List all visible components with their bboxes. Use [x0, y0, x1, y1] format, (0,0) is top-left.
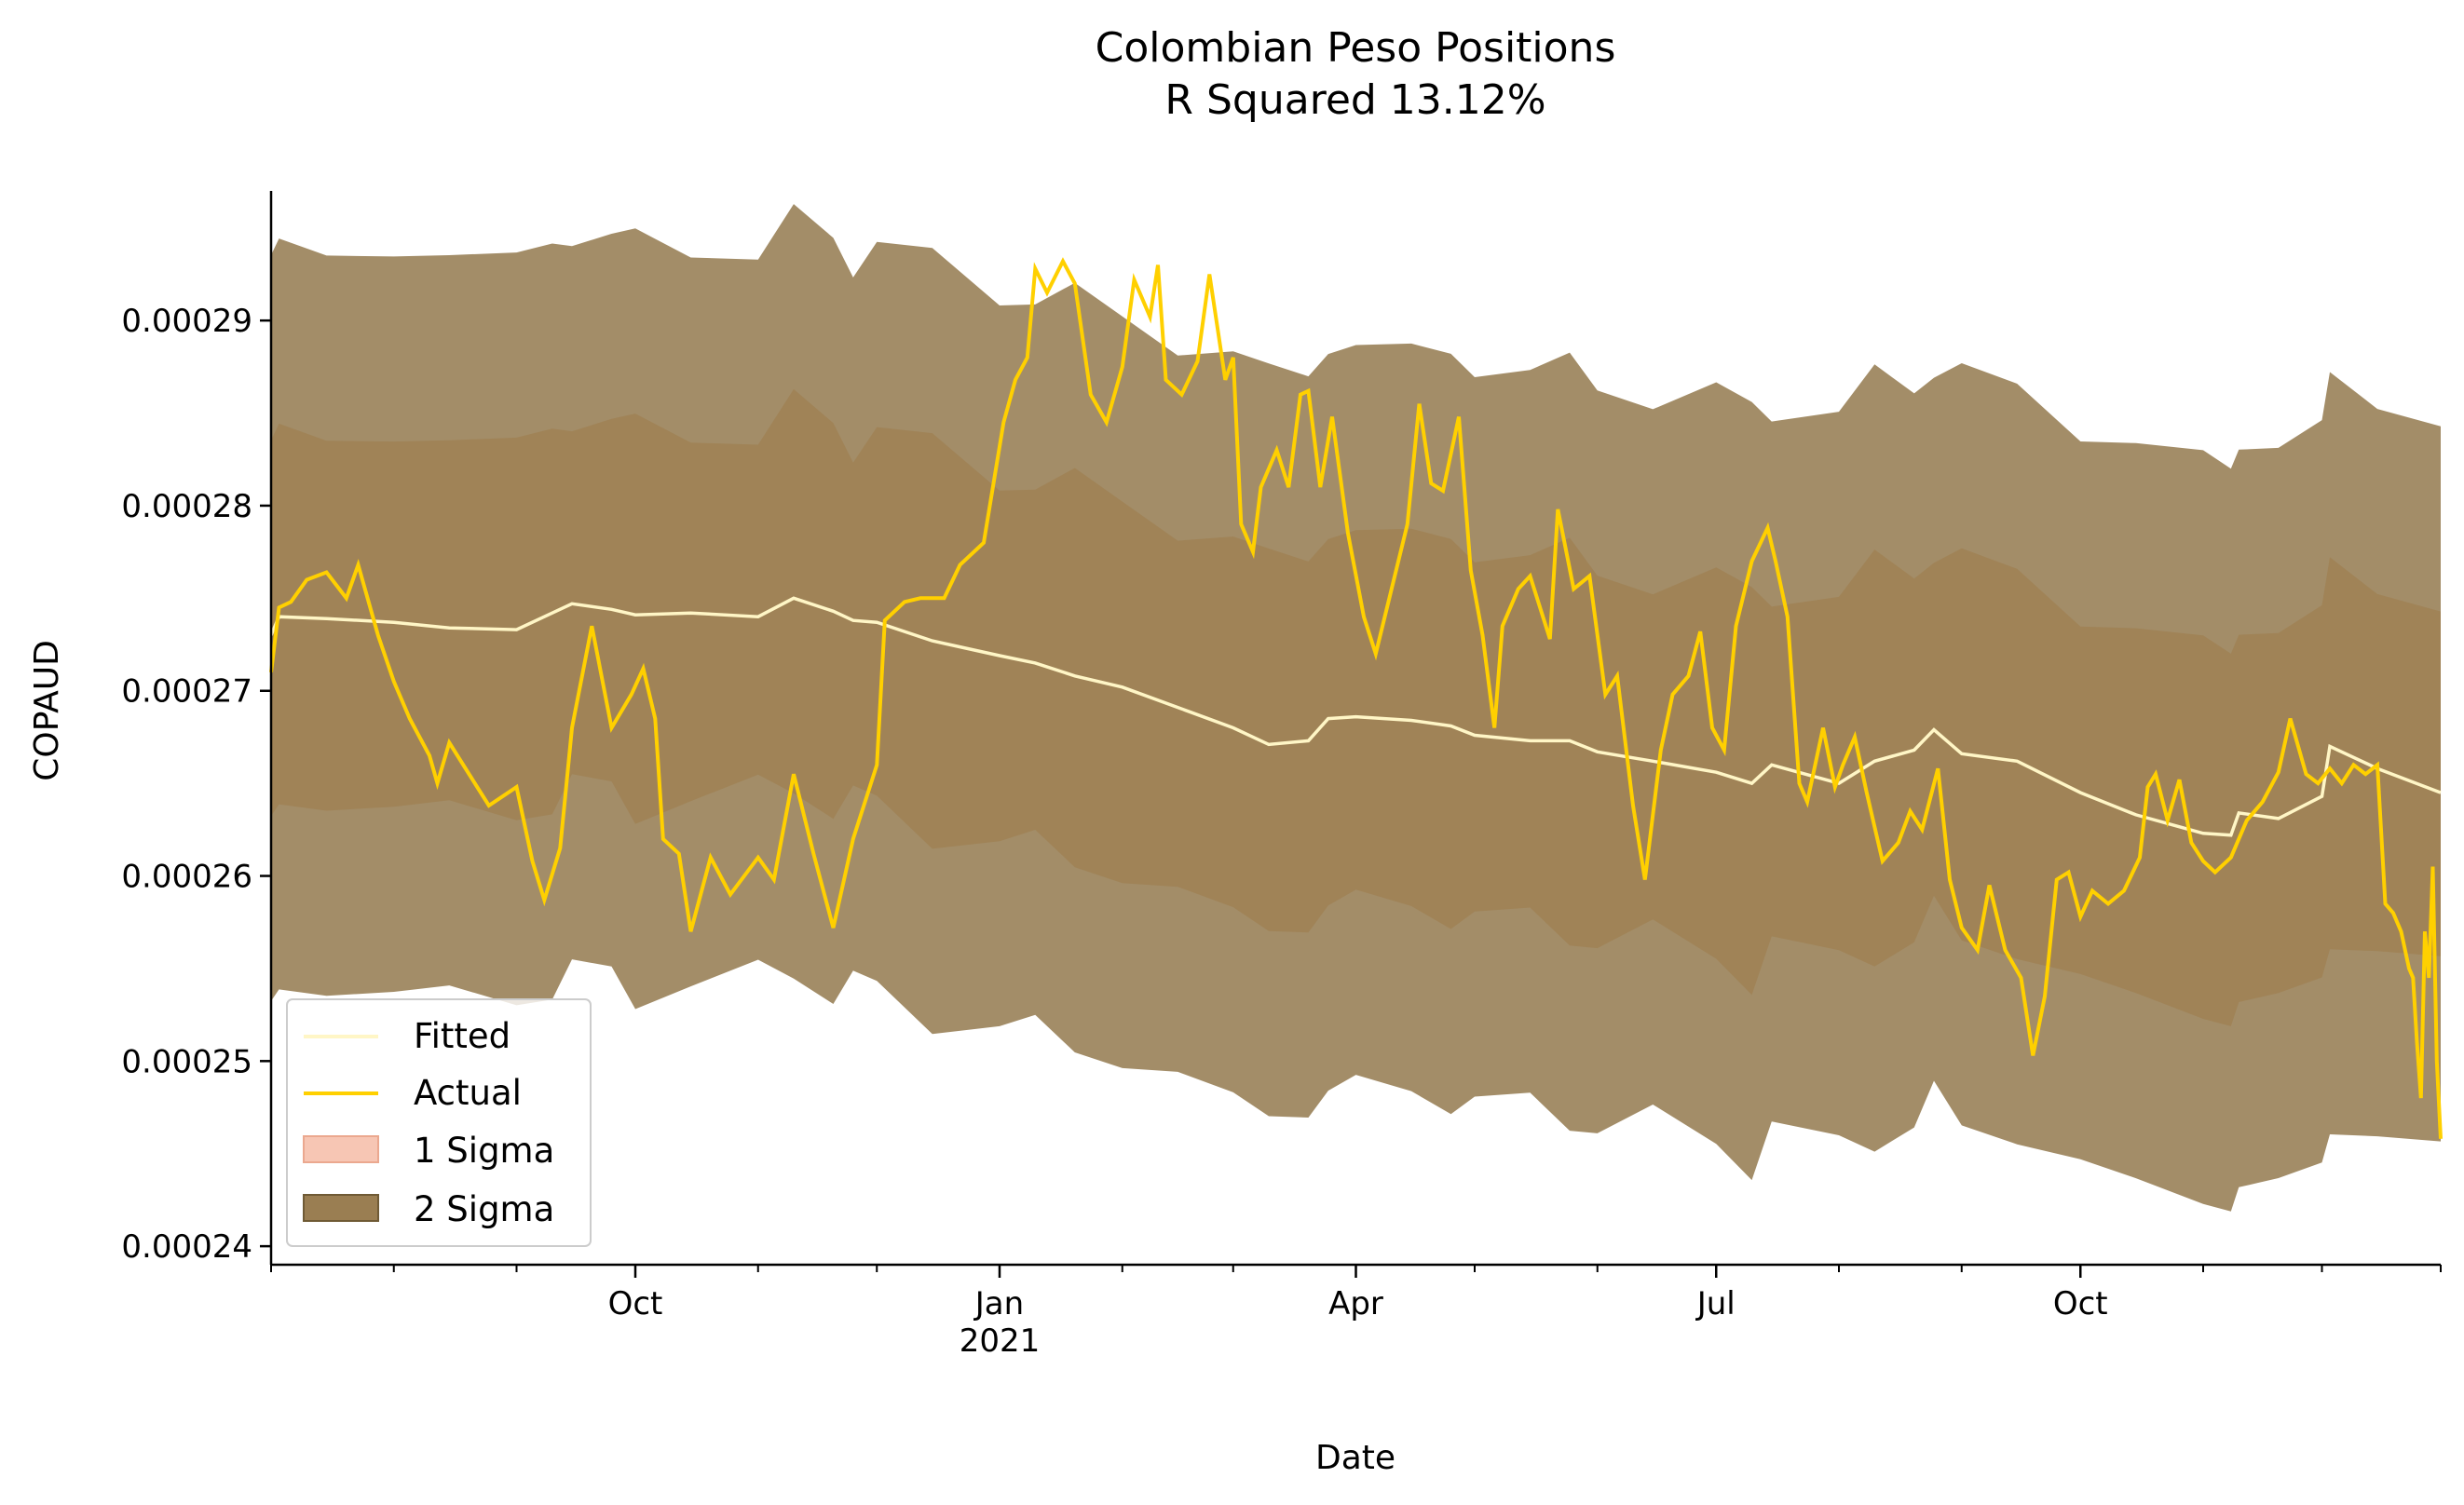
legend-label-fitted: Fitted: [414, 1016, 510, 1056]
legend-swatch-2-sigma: [303, 1194, 379, 1222]
x-tick-label: Apr: [1328, 1285, 1383, 1322]
legend: Fitted Actual 1 Sigma 2 Sigma: [286, 998, 592, 1247]
one-sigma-band: [271, 388, 2441, 1026]
x-axis-label: Date: [1315, 1439, 1395, 1477]
y-tick-label: 0.00029: [121, 303, 252, 340]
x-tick-label: Jul: [1695, 1285, 1736, 1322]
chart-title: Colombian Peso Positions: [1096, 24, 1616, 72]
actual-line: [269, 257, 2443, 1139]
y-tick-label: 0.00028: [121, 488, 252, 525]
legend-swatch-1-sigma: [303, 1135, 379, 1163]
plot-area: [269, 204, 2443, 1212]
y-tick-label: 0.00027: [121, 673, 252, 711]
y-tick-label: 0.00024: [121, 1228, 252, 1266]
fitted-line: [269, 596, 2442, 837]
x-tick-label: Oct: [608, 1285, 663, 1322]
y-axis-ticks: 0.00024 0.00025 0.00026 0.00027 0.00028 0.000…: [121, 303, 271, 1266]
y-tick-label: 0.00025: [121, 1043, 252, 1080]
x-tick-label: Jan: [973, 1285, 1024, 1322]
chart-subtitle: R Squared 13.12%: [1164, 76, 1545, 124]
legend-label-1-sigma: 1 Sigma: [414, 1131, 554, 1171]
legend-label-actual: Actual: [414, 1073, 522, 1113]
legend-frame: [286, 998, 592, 1247]
y-tick-label: 0.00026: [121, 859, 252, 896]
x-tick-year-label: 2021: [960, 1322, 1041, 1360]
x-tick-label: Oct: [2053, 1285, 2108, 1322]
legend-label-2-sigma: 2 Sigma: [414, 1189, 554, 1229]
y-axis-label: COPAUD: [28, 640, 66, 781]
